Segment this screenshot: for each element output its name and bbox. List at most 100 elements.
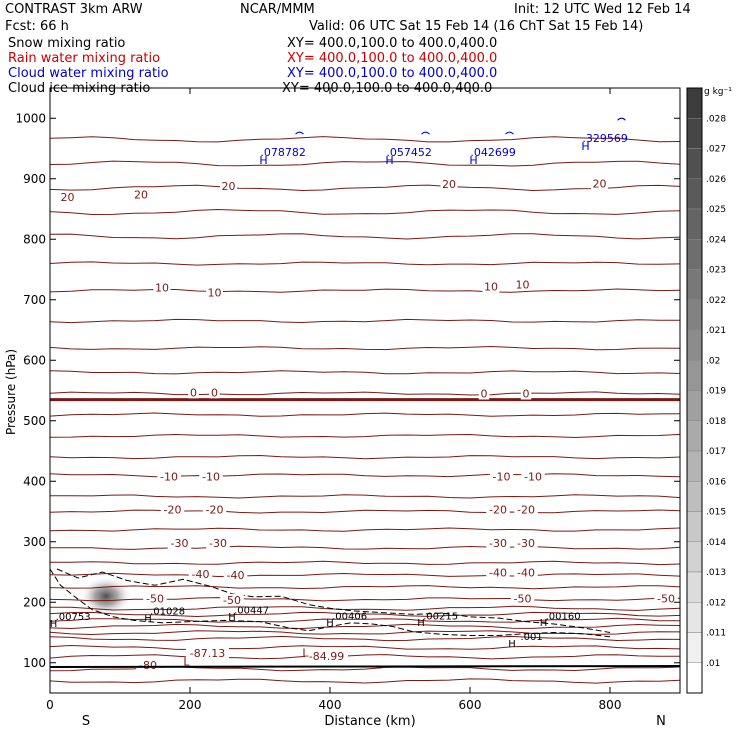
temperature-label: -40 [489, 567, 507, 580]
temperature-label: -84.99 [309, 650, 344, 663]
colorbar-cell [686, 178, 703, 210]
colorbar-label: .025 [706, 205, 726, 215]
temperature-label: -10 [493, 470, 511, 483]
colorbar-cell [686, 662, 703, 694]
model-title: CONTRAST 3km ARW [5, 2, 143, 17]
y-tick-label: 100 [23, 656, 46, 670]
isotherm-line [49, 160, 681, 167]
cloud-water-contour [421, 131, 430, 135]
cloud-water-max-marker: H [385, 154, 393, 167]
y-tick-label: 400 [23, 474, 46, 488]
temperature-label-bg [521, 470, 545, 483]
cloud-ice-max-label: .00160 [546, 612, 581, 623]
temperature-label-bg [478, 387, 490, 400]
isotherm-line [49, 412, 681, 417]
colorbar-cell [686, 481, 703, 512]
legend-snow-xy: XY= 400.0,100.0 to 400.0,400.0 [287, 36, 498, 51]
cloud-ice-max-label: .00406 [332, 612, 367, 623]
temperature-label: -20 [517, 504, 535, 517]
colorbar-cell [686, 571, 703, 603]
temperature-label: 0 [523, 388, 530, 401]
isotherm-line [49, 433, 681, 439]
y-axis-label: Pressure (hPa) [4, 349, 18, 435]
cloud-water-contour [505, 131, 514, 135]
temperature-label-bg [591, 177, 608, 190]
isotherm-line [49, 318, 681, 324]
temperature-label: 20 [593, 178, 607, 191]
temperature-label: -20 [164, 504, 182, 517]
legend-rain-label: Rain water mixing ratio [8, 51, 161, 66]
isotherm-line [49, 370, 681, 375]
cloud-water-contour [617, 117, 626, 121]
direction-south: S [82, 714, 90, 729]
temperature-label: 0 [481, 388, 488, 401]
colorbar-cell [686, 541, 703, 573]
plot-frame [49, 87, 681, 694]
isotherm-line [49, 288, 681, 293]
temperature-label: -50 [146, 593, 164, 606]
temperature-label-bg [489, 470, 514, 483]
isotherm-line [49, 454, 681, 460]
colorbar-cell [686, 450, 703, 482]
x-axis-label: Distance (km) [324, 714, 415, 729]
temperature-label-bg [188, 567, 213, 580]
temperature-label: -50 [223, 594, 241, 607]
cloud-water-max-marker: H [581, 140, 589, 153]
colorbar-label: .019 [706, 387, 726, 397]
cloud-ice-max-marker: H [417, 618, 425, 629]
temperature-label: -30 [517, 537, 535, 550]
temperature-label: -20 [489, 504, 507, 517]
colorbar-label: .018 [706, 417, 726, 427]
isotherm-line [49, 184, 681, 192]
cloud-water-max-label: .042699 [470, 146, 516, 159]
temperature-label-bg [132, 188, 150, 201]
isotherm-line [49, 678, 681, 684]
temperature-label-bg [654, 592, 678, 605]
isotherm-line [50, 494, 681, 499]
direction-north: N [656, 714, 666, 729]
temperature-label-bg [186, 647, 229, 660]
cloud-ice-max-marker: H [144, 613, 152, 624]
isotherm-line [49, 623, 681, 630]
temperature-label-bg [167, 536, 192, 549]
temperature-label-bg [510, 592, 535, 605]
colorbar-label: .02 [706, 356, 720, 366]
low-center-marker: L [302, 646, 309, 659]
temperature-label: 0 [190, 386, 197, 399]
isotherm-line [49, 644, 681, 650]
colorbar-cell [686, 87, 703, 119]
colorbar-label: .024 [706, 235, 726, 245]
colorbar-label: .026 [706, 175, 726, 185]
temperature-label-bg [136, 659, 160, 672]
temperature-label-bg [202, 503, 227, 516]
temperature-label-bg [223, 569, 248, 582]
y-tick-label: 200 [23, 595, 46, 609]
temperature-label-bg [220, 593, 244, 606]
forecast-hour: Fcst: 66 h [5, 19, 69, 34]
temperature-label-bg [482, 280, 500, 293]
colorbar-cell [686, 602, 703, 633]
cloud-water-max-label: .057452 [386, 146, 432, 159]
cloud-water-contour [295, 131, 304, 135]
colorbar-label: .016 [706, 477, 726, 487]
y-tick-label: 900 [23, 172, 46, 186]
temperature-label-bg [486, 503, 510, 516]
colorbar-cell [686, 360, 703, 391]
colorbar-cell [686, 269, 703, 300]
cloud-water-max-marker: H [469, 154, 477, 167]
colorbar-cell [686, 390, 703, 421]
temperature-label: -30 [489, 537, 507, 550]
temperature-label: -10 [202, 470, 220, 483]
colorbar-label: .013 [706, 568, 726, 578]
isotherm-line [49, 572, 681, 578]
isotherm-line [49, 560, 681, 566]
temperature-label-bg [440, 178, 458, 191]
y-tick-label: 800 [23, 232, 46, 246]
temperature-label-bg [514, 278, 531, 291]
cloud-water-max-label: .078782 [260, 146, 306, 159]
colorbar-cell [686, 299, 703, 331]
colorbar-label: .011 [706, 629, 726, 639]
cloud-ice-max-label: .001 [520, 632, 542, 643]
isotherm-line [49, 605, 681, 611]
cloud-ice-max-marker: H [326, 618, 334, 629]
